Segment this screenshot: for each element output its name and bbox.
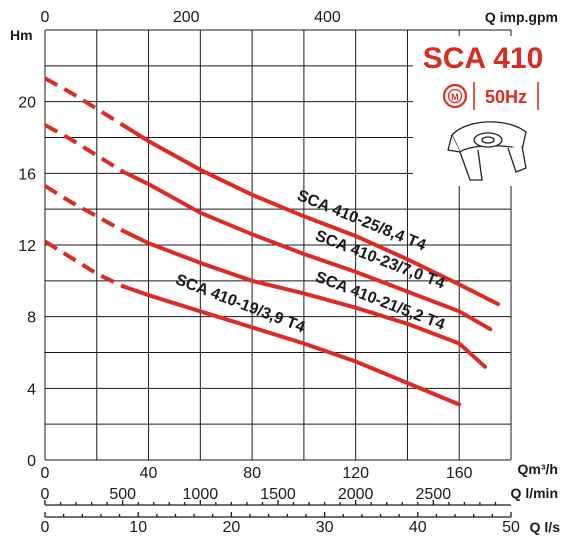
lps-tick-label: 40 [409, 519, 427, 536]
x-tick-label: 80 [243, 465, 261, 482]
curve-dashed [44, 76, 124, 127]
y-tick-label: 12 [18, 238, 36, 255]
y-tick-label: 8 [27, 310, 36, 327]
motor-icon: M [442, 83, 468, 109]
y-tick-label: 20 [18, 95, 36, 112]
curve-dashed [43, 239, 124, 289]
y-axis-label: Hm [10, 27, 33, 43]
top-axis-tick-label: 0 [41, 9, 50, 26]
lps-tick-label: 30 [316, 519, 334, 536]
x-tick-label: 0 [41, 465, 50, 482]
curve-dashed [43, 184, 124, 233]
pump-curves [43, 76, 501, 407]
y-tick-label: 16 [18, 166, 36, 183]
lps-tick-label: 0 [41, 519, 50, 536]
lps-tick-label: 50 [502, 519, 520, 536]
model-inset: SCA 410 M 50Hz [413, 36, 553, 186]
y-tick-label: 4 [27, 381, 36, 398]
top-axis-label: Q imp.gpm [485, 9, 558, 25]
curve-dashed [44, 123, 124, 174]
top-axis-tick-label: 200 [173, 9, 200, 26]
lpm-tick-label: 1500 [260, 486, 296, 503]
lps-tick-label: 20 [223, 519, 241, 536]
impeller-icon [447, 121, 527, 181]
lpm-tick-label: 2000 [338, 486, 374, 503]
frequency-label: 50Hz [485, 87, 527, 107]
inset-background [413, 36, 553, 186]
motor-symbol: M [451, 92, 459, 102]
lpm-tick-label: 0 [41, 486, 50, 503]
lps-tick-label: 10 [129, 519, 147, 536]
curve-solid [120, 228, 488, 369]
curve-solid [120, 284, 462, 407]
lpm-tick-label: 1000 [183, 486, 219, 503]
x-tick-label: 160 [446, 465, 473, 482]
top-axis-tick-label: 400 [314, 9, 341, 26]
lpm-tick-label: 2500 [416, 486, 452, 503]
y-tick-label: 0 [27, 453, 36, 470]
model-title: SCA 410 [423, 42, 544, 75]
curve-solid [120, 123, 501, 307]
lpm-tick-label: 500 [109, 486, 136, 503]
x-axis-label: Qm³/h [518, 461, 558, 477]
x-tick-label: 120 [342, 465, 369, 482]
curve-solid [120, 169, 493, 332]
x-tick-label: 40 [140, 465, 158, 482]
lpm-axis-label: Q l/min [511, 485, 558, 501]
lps-axis-label: Q l/s [530, 519, 561, 535]
